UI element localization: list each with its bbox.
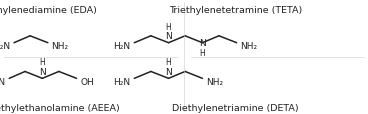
Text: H₂N: H₂N: [0, 77, 5, 86]
Text: Ethylenediamine (EDA): Ethylenediamine (EDA): [0, 6, 97, 15]
Text: H₂N: H₂N: [0, 42, 10, 51]
Text: H: H: [166, 22, 171, 31]
Text: NH₂: NH₂: [206, 77, 223, 86]
Text: OH: OH: [80, 77, 94, 86]
Text: Aminoethylethanolamine (AEEA): Aminoethylethanolamine (AEEA): [0, 103, 120, 112]
Text: Diethylenetriamine (DETA): Diethylenetriamine (DETA): [172, 103, 299, 112]
Text: H: H: [166, 58, 171, 67]
Text: N: N: [199, 39, 206, 48]
Text: N: N: [39, 67, 46, 76]
Text: N: N: [165, 67, 172, 76]
Text: NH₂: NH₂: [52, 42, 69, 51]
Text: H₂N: H₂N: [113, 77, 130, 86]
Text: H: H: [39, 58, 45, 67]
Text: Triethylenetetramine (TETA): Triethylenetetramine (TETA): [169, 6, 302, 15]
Text: NH₂: NH₂: [240, 42, 258, 51]
Text: H₂N: H₂N: [113, 42, 130, 51]
Text: H: H: [199, 49, 205, 57]
Text: N: N: [165, 32, 172, 41]
